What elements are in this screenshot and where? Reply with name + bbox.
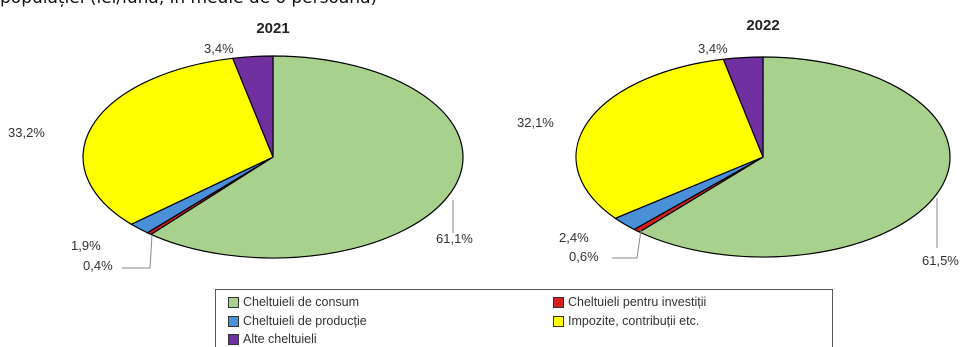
data-label: 61,5%	[922, 253, 959, 268]
data-label: 3,4%	[204, 41, 234, 56]
data-label: 61,1%	[436, 231, 473, 246]
legend-item-consum: Cheltuieli de consum	[228, 295, 359, 309]
legend-item-investitii: Cheltuieli pentru investiții	[553, 295, 706, 309]
data-label: 0,4%	[83, 258, 113, 273]
chart-caption: populației (lei/lună, în medie de o pers…	[0, 0, 975, 10]
leader-line	[122, 234, 153, 269]
legend-label: Cheltuieli de consum	[243, 295, 360, 309]
data-label: 32,1%	[517, 115, 554, 130]
pie-slice	[638, 56, 951, 258]
legend-swatch	[228, 296, 239, 308]
legend-swatch	[228, 315, 239, 327]
legend-swatch	[228, 333, 239, 345]
legend-label: Cheltuieli de producție	[243, 314, 367, 328]
legend-item-productie: Cheltuieli de producție	[228, 314, 367, 328]
legend-swatch	[553, 296, 564, 308]
legend: Cheltuieli de consum Cheltuieli pentru i…	[215, 289, 833, 347]
chart-title: 2022	[746, 17, 779, 34]
pie-slice	[722, 56, 764, 158]
legend-label: Alte cheltuieli	[243, 332, 317, 346]
legend-item-alte: Alte cheltuieli	[228, 332, 317, 346]
pie-charts: 202161,1%0,4%1,9%33,2%3,4%202261,5%0,6%2…	[8, 17, 959, 273]
pie-chart-2022: 2022 61,5% 0,6% 2,4% 32,1% 3,4%	[517, 17, 959, 268]
legend-item-impozite: Impozite, contribuții etc.	[553, 314, 699, 328]
pie-chart-2021: 2021 61,1% 0,4% 1,9% 33,2% 3,4%	[8, 20, 473, 273]
data-label: 0,6%	[569, 249, 599, 264]
data-label: 33,2%	[8, 125, 45, 140]
data-label: 3,4%	[698, 41, 728, 56]
pie-slice	[575, 58, 764, 219]
pie-slice	[149, 55, 464, 259]
data-label: 1,9%	[71, 238, 101, 253]
chart-title: 2021	[256, 20, 289, 37]
legend-label: Cheltuieli pentru investiții	[568, 295, 707, 309]
legend-label: Impozite, contribuții etc.	[568, 314, 700, 328]
pie-slice	[231, 55, 274, 158]
leader-line	[612, 229, 642, 259]
legend-swatch	[553, 315, 564, 327]
data-label: 2,4%	[559, 230, 589, 245]
pie-slice	[82, 57, 274, 225]
